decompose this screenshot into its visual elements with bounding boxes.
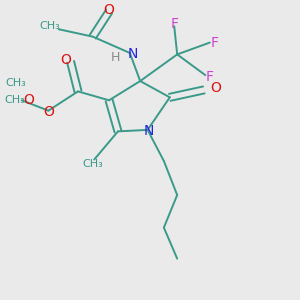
Text: O: O [24,93,34,107]
Text: F: F [210,36,218,50]
Text: N: N [128,46,138,61]
Text: H: H [110,51,120,64]
Text: CH₃: CH₃ [82,159,103,169]
Text: O: O [103,3,115,17]
Text: F: F [170,17,178,31]
Text: O: O [43,105,54,119]
Text: O: O [210,82,220,95]
Text: O: O [61,53,72,67]
Text: F: F [206,70,214,84]
Text: N: N [144,124,154,138]
Text: CH₃: CH₃ [5,77,26,88]
Text: CH₃: CH₃ [4,95,25,105]
Text: CH₃: CH₃ [40,21,60,31]
